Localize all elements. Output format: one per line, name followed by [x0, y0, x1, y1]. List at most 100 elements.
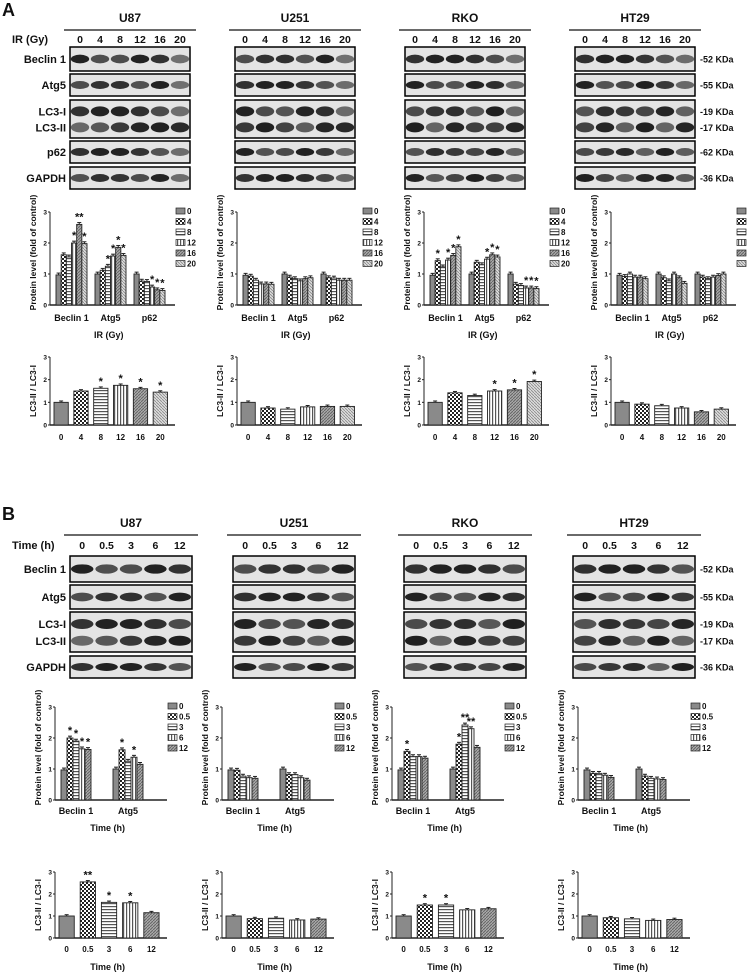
bar [666, 919, 683, 939]
blot-band [119, 592, 143, 602]
chart-B-RKO-lc3 [390, 871, 504, 939]
bar [320, 273, 327, 306]
bar [307, 277, 314, 306]
blot-band [90, 122, 110, 133]
blot-band [282, 635, 306, 646]
group-label: Atg5 [285, 806, 305, 816]
legend-swatch [736, 249, 747, 257]
blot-frame [404, 140, 526, 164]
molecular-weight-label: -19 KDa [700, 107, 735, 117]
blot-band [575, 106, 595, 117]
lane-label: 8 [622, 34, 628, 46]
blot-band [655, 81, 675, 89]
blot-band [485, 148, 505, 156]
blot-p62 [69, 140, 191, 164]
blot-band [505, 174, 525, 182]
chart-B-RKO-protein [390, 702, 515, 801]
y-tick-label: 0 [385, 798, 389, 805]
blot-row-label: GAPDH [26, 173, 66, 185]
legend-label: 12 [561, 239, 570, 248]
blot-row-label: Beclin 1 [24, 54, 66, 66]
blot-band [235, 106, 255, 117]
bar [449, 768, 457, 801]
x-tick-label: 0 [620, 433, 625, 442]
y-tick-label: 3 [571, 870, 575, 877]
lane-label: 6 [486, 540, 492, 552]
lane-label: 20 [174, 34, 186, 46]
lane-label: 12 [639, 34, 651, 46]
chart-A-RKO-protein [422, 207, 560, 306]
blot-frame [69, 140, 191, 164]
y-tick-label: 0 [48, 936, 52, 943]
x-tick-label: 4 [640, 433, 645, 442]
lane-label: 0.5 [433, 540, 448, 552]
legend-label: 4 [374, 218, 379, 227]
blot-band [478, 663, 501, 671]
blot-lc3-i [232, 611, 356, 653]
lane-label: 4 [602, 34, 608, 46]
significance-marker: * [107, 890, 112, 902]
blot-band [258, 663, 281, 671]
blot-band [404, 663, 428, 671]
bar [715, 275, 722, 306]
significance-marker: * [495, 244, 500, 256]
bar [467, 395, 483, 426]
bar [133, 273, 140, 306]
blot-band [485, 122, 505, 133]
bar [595, 772, 603, 801]
x-tick-label: 3 [274, 945, 279, 954]
blot-band [675, 106, 695, 117]
blot-band [505, 122, 525, 133]
bar [94, 273, 101, 306]
blot-frame [404, 99, 526, 139]
blot-band [168, 619, 192, 629]
x-tick-label: 3 [107, 945, 112, 954]
blot-band [233, 619, 257, 629]
legend-label: 6 [179, 734, 184, 743]
significance-marker: ** [75, 212, 84, 224]
blot-band [235, 81, 255, 89]
legend-label: 3 [702, 723, 707, 732]
blot-band [130, 106, 150, 117]
bar [310, 918, 327, 939]
legend-swatch [690, 713, 701, 720]
blot-band [282, 663, 306, 671]
legend-swatch [175, 239, 186, 246]
bar [589, 772, 597, 801]
bar [533, 288, 540, 306]
blot-band [598, 592, 621, 602]
blot-atg5 [69, 73, 191, 97]
lane-label: 12 [299, 34, 311, 46]
blot-band [655, 174, 675, 182]
bar [437, 904, 455, 939]
bar [263, 283, 270, 306]
y-tick-label: 0 [230, 423, 234, 430]
blot-band [70, 81, 90, 89]
bar [341, 279, 348, 306]
blot-band [170, 54, 190, 64]
bar [267, 917, 285, 939]
significance-marker: * [534, 276, 539, 288]
blot-band [465, 106, 485, 117]
blot-band [335, 54, 355, 64]
lane-label: 0 [77, 34, 83, 46]
legend-label: 0.5 [516, 713, 528, 722]
x-axis-label: IR (Gy) [94, 330, 124, 340]
blot-gapdh [232, 655, 356, 679]
blot-band [255, 122, 275, 133]
bar [461, 724, 469, 801]
bar [138, 280, 145, 306]
x-tick-label: 4 [453, 433, 458, 442]
lane-label: 0 [242, 540, 248, 552]
blot-band [671, 663, 695, 671]
legend-label: 3 [516, 723, 521, 732]
blot-lc3-i [403, 611, 527, 653]
blot-band [331, 564, 355, 574]
bar [681, 282, 688, 306]
significance-marker: * [121, 243, 126, 255]
blot-band [275, 106, 295, 117]
group-label: Beclin 1 [428, 313, 463, 323]
bar [421, 757, 429, 801]
blot-band [573, 619, 597, 629]
blot-band [282, 564, 306, 574]
